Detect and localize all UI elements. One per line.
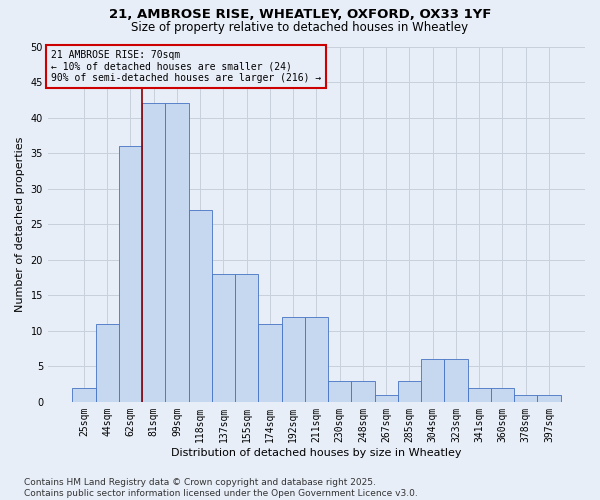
Text: 21 AMBROSE RISE: 70sqm
← 10% of detached houses are smaller (24)
90% of semi-det: 21 AMBROSE RISE: 70sqm ← 10% of detached… bbox=[50, 50, 321, 84]
Bar bbox=[445, 359, 467, 402]
Bar bbox=[467, 388, 491, 402]
Y-axis label: Number of detached properties: Number of detached properties bbox=[15, 136, 25, 312]
Text: Contains HM Land Registry data © Crown copyright and database right 2025.
Contai: Contains HM Land Registry data © Crown c… bbox=[24, 478, 418, 498]
Bar bbox=[352, 380, 374, 402]
X-axis label: Distribution of detached houses by size in Wheatley: Distribution of detached houses by size … bbox=[171, 448, 462, 458]
Text: Size of property relative to detached houses in Wheatley: Size of property relative to detached ho… bbox=[131, 21, 469, 34]
Bar bbox=[514, 394, 538, 402]
Bar bbox=[73, 388, 95, 402]
Bar bbox=[281, 316, 305, 402]
Bar bbox=[95, 324, 119, 402]
Bar bbox=[119, 146, 142, 402]
Bar bbox=[142, 104, 166, 402]
Bar bbox=[328, 380, 352, 402]
Bar bbox=[259, 324, 281, 402]
Bar bbox=[166, 104, 188, 402]
Bar bbox=[305, 316, 328, 402]
Bar bbox=[491, 388, 514, 402]
Bar bbox=[374, 394, 398, 402]
Bar bbox=[398, 380, 421, 402]
Bar bbox=[212, 274, 235, 402]
Text: 21, AMBROSE RISE, WHEATLEY, OXFORD, OX33 1YF: 21, AMBROSE RISE, WHEATLEY, OXFORD, OX33… bbox=[109, 8, 491, 20]
Bar bbox=[235, 274, 259, 402]
Bar bbox=[188, 210, 212, 402]
Bar bbox=[538, 394, 560, 402]
Bar bbox=[421, 359, 445, 402]
